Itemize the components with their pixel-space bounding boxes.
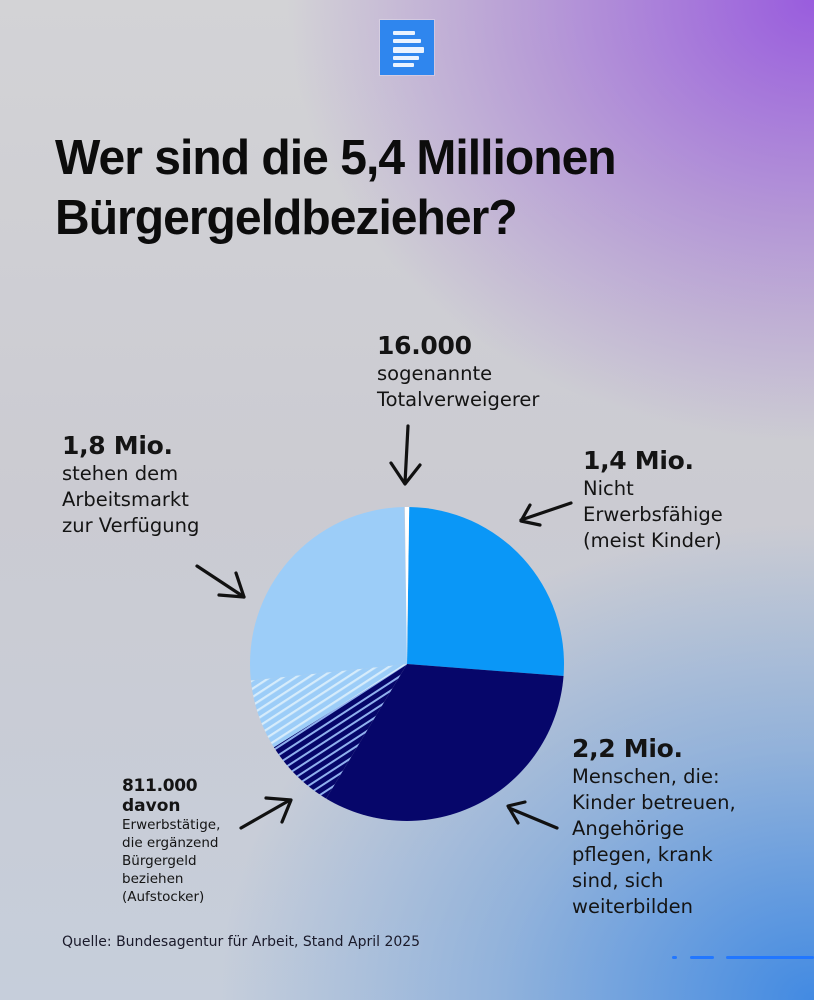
progress-dot <box>672 956 677 959</box>
page-title: Wer sind die 5,4 Millionen Bürgergeldbez… <box>55 128 761 248</box>
label-labor-market: 1,8 Mio. stehen dem Arbeitsmarkt zur Ver… <box>62 431 200 537</box>
progress-dash <box>690 956 714 959</box>
text-lines-logo-icon <box>380 20 434 75</box>
title-line-1: Wer sind die 5,4 Millionen <box>55 131 617 185</box>
label-top-up: 811.000 davon Erwerbstätige, die ergänze… <box>122 776 221 905</box>
source-note: Quelle: Bundesagentur für Arbeit, Stand … <box>62 934 421 950</box>
label-other-reasons: 2,2 Mio. Menschen, die: Kinder betreuen,… <box>572 734 736 918</box>
label-total-refusers: 16.000 sogenannte Totalverweigerer <box>377 331 540 411</box>
label-not-employable: 1,4 Mio. Nicht Erwerbsfähige (meist Kind… <box>583 446 723 552</box>
progress-bar <box>726 956 814 959</box>
title-line-2: Bürgergeldbezieher? <box>55 191 518 245</box>
